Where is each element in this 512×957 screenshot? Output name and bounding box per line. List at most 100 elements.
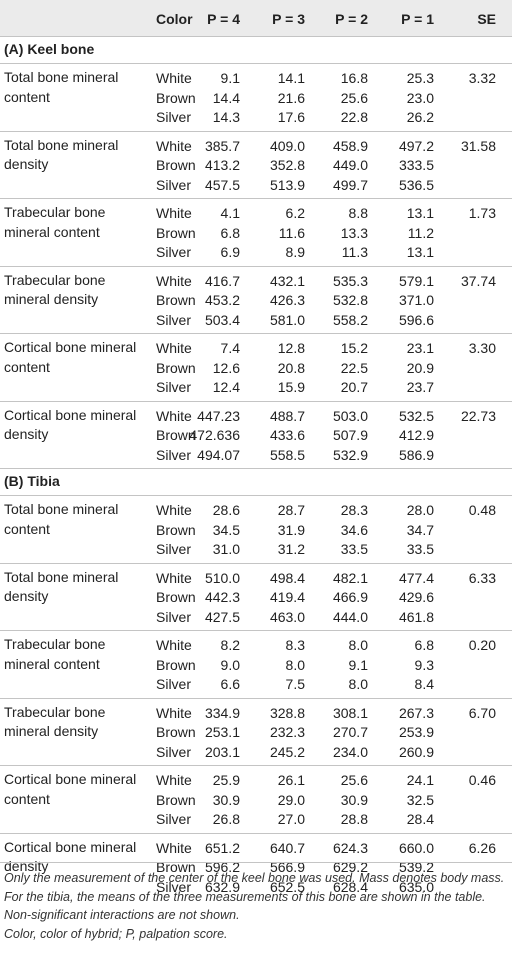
- cell-p2: 507.9: [332, 427, 368, 443]
- cell-p1: 497.2: [398, 137, 434, 154]
- cell-p4: 447.23: [197, 407, 240, 424]
- cell-p3: 8.0: [285, 656, 305, 673]
- measure-rows: White 8.2 8.3 8.0 6.8 0.20 Brown 9.0 8.0 9.1 9.3 Si…: [0, 631, 512, 698]
- cell-color: Silver: [156, 176, 192, 193]
- measure-name: Total bone mineral density: [4, 568, 119, 605]
- cell-p3: 29.0: [277, 791, 305, 808]
- cell-p2: 20.7: [340, 379, 368, 395]
- cell-se: 0.20: [468, 637, 496, 653]
- cell-p1: 11.2: [407, 224, 434, 241]
- cell-p2: 466.9: [332, 589, 368, 605]
- cell-p3: 21.6: [277, 89, 305, 106]
- measure-group: Cortical bone mineral content White 7.4 12.…: [0, 333, 512, 401]
- cell-p1: 333.5: [398, 157, 434, 173]
- table-row: Brown 12.6 20.8 22.5 20.9: [0, 359, 512, 379]
- table-row: White 385.7 409.0 458.9 497.2 31.58: [0, 137, 512, 157]
- table-row: Silver 494.07 558.5 532.9 586.9: [0, 446, 512, 466]
- measure-rows: White 25.9 26.1 25.6 24.1 0.46 Brown 30.9 29.0 30…: [0, 766, 512, 833]
- cell-p2: 629.2: [332, 859, 368, 875]
- cell-color: Silver: [156, 244, 192, 260]
- cell-se: 6.26: [468, 839, 496, 856]
- measure-rows: White 651.2 640.7 624.3 660.0 6.26 Brown 596.2 5…: [0, 834, 512, 901]
- cell-p3: 14.1: [277, 70, 305, 86]
- cell-p1: 461.8: [398, 608, 434, 625]
- cell-color: White: [156, 272, 192, 289]
- cell-p2: 532.8: [332, 292, 368, 308]
- cell-p3: 7.5: [285, 676, 305, 692]
- cell-p3: 352.8: [269, 157, 305, 173]
- table-row: Silver 14.3 17.6 22.8 26.2: [0, 108, 512, 128]
- table-row: White 651.2 640.7 624.3 660.0 6.26: [0, 839, 512, 859]
- measure-name: Trabecular bone mineral density: [4, 703, 106, 740]
- cell-p1: 660.0: [398, 839, 434, 856]
- cell-se: 6.70: [468, 704, 496, 721]
- cell-p4: 9.1: [220, 70, 240, 86]
- cell-color: Silver: [156, 541, 192, 557]
- cell-p3: 640.7: [269, 839, 305, 856]
- cell-color: White: [156, 502, 192, 518]
- cell-p3: 232.3: [269, 724, 305, 740]
- table-row: White 334.9 328.8 308.1 267.3 6.70: [0, 704, 512, 724]
- cell-p2: 444.0: [332, 608, 368, 625]
- cell-p3: 433.6: [269, 427, 305, 443]
- cell-color: Silver: [156, 743, 192, 760]
- cell-p2: 8.0: [348, 676, 368, 692]
- cell-p3: 558.5: [269, 446, 305, 463]
- cell-p2: 532.9: [332, 446, 368, 463]
- header-color: Color: [156, 11, 193, 27]
- cell-p2: 25.6: [340, 772, 368, 788]
- cell-p3: 11.6: [278, 224, 305, 241]
- cell-p1: 13.1: [406, 205, 434, 221]
- measure-group: Total bone mineral content White 9.1 14.1 16…: [0, 63, 512, 131]
- cell-p2: 13.3: [340, 224, 368, 241]
- measure-name: Total bone mineral density: [4, 136, 119, 173]
- cell-color: Brown: [156, 157, 196, 173]
- cell-se: 31.58: [460, 137, 496, 154]
- cell-p1: 536.5: [398, 176, 434, 193]
- cell-se: 0.46: [468, 772, 496, 788]
- cell-p2: 9.1: [348, 656, 368, 673]
- table-row: White 4.1 6.2 8.8 13.1 1.73: [0, 204, 512, 224]
- table-row: White 447.23 488.7 503.0 532.5 22.73: [0, 407, 512, 427]
- cell-p2: 499.7: [332, 176, 368, 193]
- table-row: White 510.0 498.4 482.1 477.4 6.33: [0, 569, 512, 589]
- table-row: White 9.1 14.1 16.8 25.3 3.32: [0, 69, 512, 89]
- cell-p4: 385.7: [204, 137, 240, 154]
- cell-p2: 628.4: [332, 878, 368, 895]
- table-footnotes: Only the measurement of the center of th…: [0, 862, 512, 943]
- measure-group: Trabecular bone mineral density White 416.…: [0, 265, 512, 334]
- cell-p2: 22.5: [340, 359, 368, 376]
- cell-p4: 8.2: [220, 637, 240, 653]
- table-row: White 8.2 8.3 8.0 6.8 0.20: [0, 636, 512, 656]
- cell-p1: 586.9: [398, 446, 434, 463]
- cell-p3: 513.9: [269, 176, 305, 193]
- cell-p1: 8.4: [414, 676, 434, 692]
- cell-p4: 413.2: [204, 157, 240, 173]
- cell-p2: 558.2: [332, 311, 368, 328]
- cell-p2: 449.0: [332, 157, 368, 173]
- cell-p1: 579.1: [398, 272, 434, 289]
- measure-rows: White 9.1 14.1 16.8 25.3 3.32 Brown 14.4 21.6 25.…: [0, 64, 512, 131]
- cell-p1: 532.5: [398, 407, 434, 424]
- measure-name: Cortical bone mineral density: [4, 406, 137, 443]
- measure-group: Trabecular bone mineral content White 8.2 8…: [0, 630, 512, 698]
- section-title: (B) Tibia: [4, 473, 60, 489]
- cell-p3: 498.4: [269, 569, 305, 586]
- cell-color: Silver: [156, 109, 192, 125]
- cell-p4: 26.8: [212, 811, 240, 827]
- cell-p4: 416.7: [204, 272, 240, 289]
- measure-rows: White 447.23 488.7 503.0 532.5 22.73 Brown 472.…: [0, 402, 512, 469]
- table-row: White 7.4 12.8 15.2 23.1 3.30: [0, 339, 512, 359]
- cell-color: White: [156, 137, 192, 154]
- cell-color: Brown: [156, 521, 196, 538]
- cell-p1: 477.4: [398, 569, 434, 586]
- cell-p1: 596.6: [398, 311, 434, 328]
- cell-p3: 426.3: [269, 292, 305, 308]
- header-p2: P = 2: [335, 11, 368, 27]
- section-header: (A) Keel bone: [0, 36, 512, 63]
- cell-color: White: [156, 704, 192, 721]
- cell-p3: 20.8: [277, 359, 305, 376]
- measure-group: Total bone mineral density White 385.7 409.…: [0, 130, 512, 199]
- cell-color: White: [156, 205, 192, 221]
- cell-p3: 566.9: [269, 859, 305, 875]
